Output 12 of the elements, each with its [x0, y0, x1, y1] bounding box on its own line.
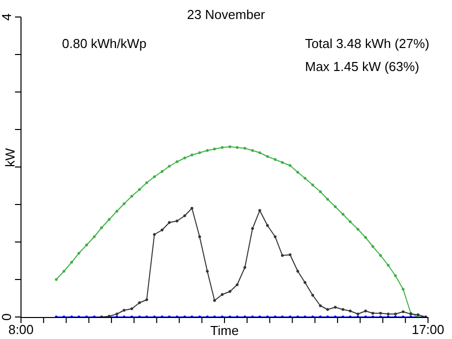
x-tick-label: 17:00 [412, 322, 444, 338]
y-axis-title: kW [2, 148, 18, 167]
annotation: 0.80 kWh/kWp [62, 36, 147, 51]
chart-title: 23 November [186, 7, 266, 22]
x-axis-title: Time [210, 323, 239, 338]
annotation: Total 3.48 kWh (27%) [305, 36, 430, 51]
y-tick-label: 4 [0, 13, 14, 21]
line-series [100, 206, 428, 317]
x-tick-label: 8:00 [8, 322, 34, 338]
annotation: Max 1.45 kW (63%) [305, 59, 420, 74]
y-tick-label: 0 [0, 313, 14, 321]
line-series [54, 145, 420, 317]
